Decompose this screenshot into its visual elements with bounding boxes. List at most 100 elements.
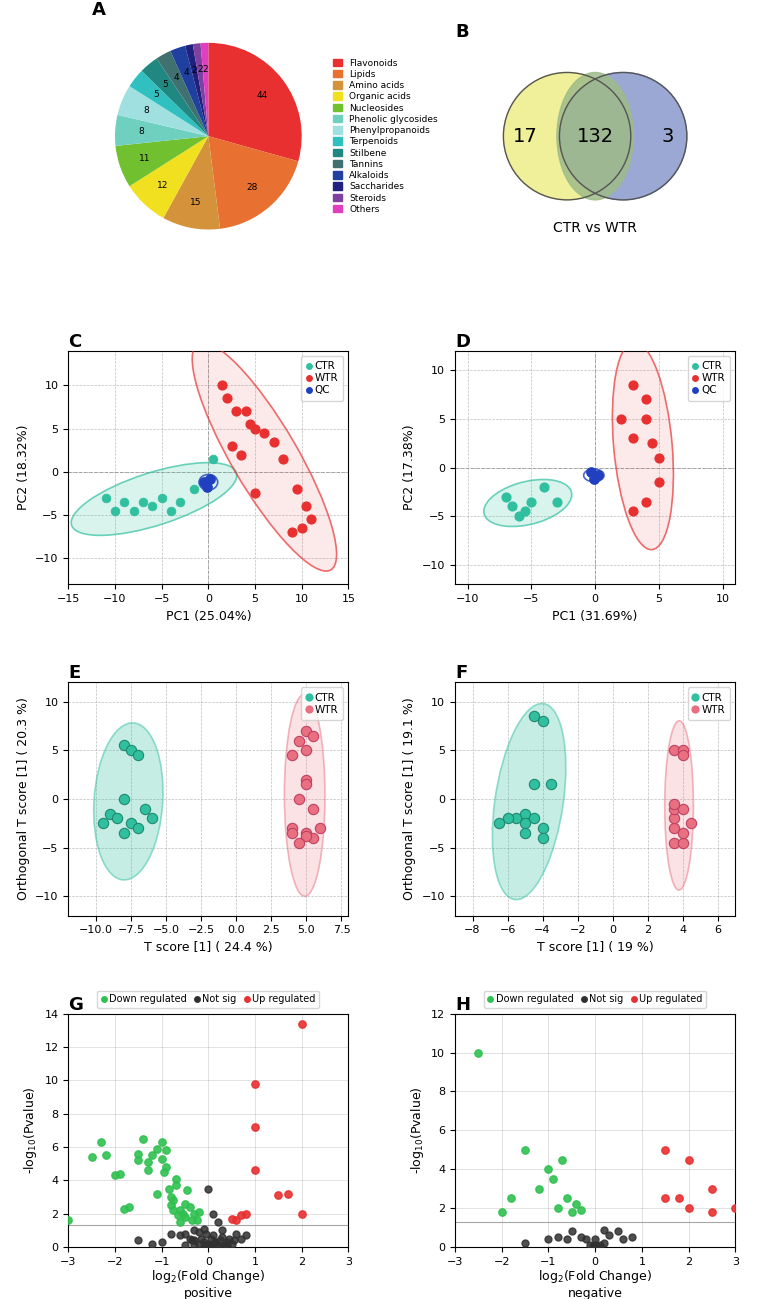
Point — [218, 1235, 230, 1256]
Point — [519, 822, 531, 843]
Text: F: F — [455, 664, 467, 682]
Point — [249, 1117, 261, 1138]
Point — [221, 1235, 233, 1256]
Point — [202, 1178, 215, 1199]
Point — [293, 833, 305, 853]
Point — [685, 813, 697, 834]
Point — [142, 1160, 154, 1181]
Point — [235, 444, 247, 465]
Point — [653, 447, 665, 468]
Point — [193, 1233, 205, 1254]
Point — [181, 1179, 193, 1200]
Ellipse shape — [559, 73, 687, 200]
Text: CTR vs WTR: CTR vs WTR — [553, 221, 637, 235]
Point — [668, 833, 680, 853]
Point — [502, 808, 514, 829]
Point — [300, 496, 312, 517]
Point — [216, 1235, 228, 1256]
Point — [249, 418, 261, 439]
Point — [677, 822, 689, 843]
Wedge shape — [193, 43, 208, 136]
Text: 5: 5 — [153, 90, 158, 99]
Point — [512, 505, 525, 526]
Point — [500, 486, 512, 507]
Text: E: E — [68, 664, 80, 682]
Point — [589, 1235, 601, 1256]
Point — [224, 1229, 236, 1250]
Point — [506, 496, 518, 517]
Point — [160, 1141, 172, 1161]
Point — [291, 479, 303, 500]
Wedge shape — [201, 43, 208, 136]
Point — [188, 1220, 200, 1241]
Text: 11: 11 — [139, 153, 151, 162]
Point — [209, 1231, 221, 1252]
Point — [677, 799, 689, 820]
Point — [165, 500, 177, 521]
Point — [146, 808, 158, 829]
Point — [205, 1229, 217, 1250]
Point — [640, 390, 652, 410]
Point — [211, 1212, 224, 1233]
Point — [155, 1148, 168, 1169]
Point — [168, 1200, 180, 1221]
Point — [230, 1209, 243, 1230]
Point — [97, 813, 109, 834]
Point — [547, 1169, 559, 1190]
Point — [109, 500, 121, 521]
Point — [493, 813, 505, 834]
Point — [668, 808, 680, 829]
Ellipse shape — [94, 722, 163, 879]
Point — [179, 1194, 191, 1215]
Point — [640, 491, 652, 512]
Point — [235, 1205, 247, 1226]
Point — [179, 1224, 191, 1244]
Point — [160, 1156, 172, 1177]
Y-axis label: -log$_{10}$(Pvalue): -log$_{10}$(Pvalue) — [409, 1086, 425, 1174]
Point — [533, 1178, 545, 1199]
Point — [207, 1203, 219, 1224]
Point — [244, 414, 256, 435]
Point — [174, 1212, 186, 1233]
Y-axis label: Orthogonal T score [1] ( 19.1 %): Orthogonal T score [1] ( 19.1 %) — [403, 698, 416, 900]
Point — [207, 1235, 219, 1256]
Point — [132, 1143, 144, 1164]
Point — [272, 1185, 284, 1205]
Ellipse shape — [71, 462, 236, 535]
Text: H: H — [455, 995, 470, 1013]
Point — [155, 1131, 168, 1152]
Point — [543, 1229, 555, 1250]
Point — [510, 808, 522, 829]
Text: 132: 132 — [577, 127, 614, 145]
Point — [170, 1176, 182, 1196]
Point — [188, 1203, 200, 1224]
Point — [99, 1144, 111, 1165]
Point — [158, 1161, 170, 1182]
Point — [551, 491, 563, 512]
Point — [528, 705, 540, 726]
Legend: Flavonoids, Lipids, Amino acids, Organic acids, Nucleosides, Phenolic glycosides: Flavonoids, Lipids, Amino acids, Organic… — [330, 55, 442, 217]
Point — [706, 1202, 718, 1222]
Point — [204, 469, 216, 490]
Point — [315, 818, 327, 839]
Point — [598, 1220, 610, 1241]
Point — [193, 1202, 205, 1222]
Point — [496, 1202, 508, 1222]
Point — [519, 803, 531, 824]
Point — [226, 1208, 238, 1229]
Point — [188, 1235, 200, 1256]
Point — [677, 833, 689, 853]
Point — [188, 1230, 200, 1251]
Wedge shape — [115, 136, 208, 186]
Point — [308, 799, 320, 820]
Point — [118, 822, 130, 843]
Wedge shape — [164, 136, 220, 230]
Point — [205, 1235, 217, 1256]
Point — [505, 1189, 517, 1209]
Point — [296, 1203, 308, 1224]
Wedge shape — [130, 71, 208, 136]
Point — [216, 375, 228, 396]
Wedge shape — [171, 45, 208, 136]
Text: B: B — [455, 22, 468, 40]
Point — [268, 431, 280, 452]
